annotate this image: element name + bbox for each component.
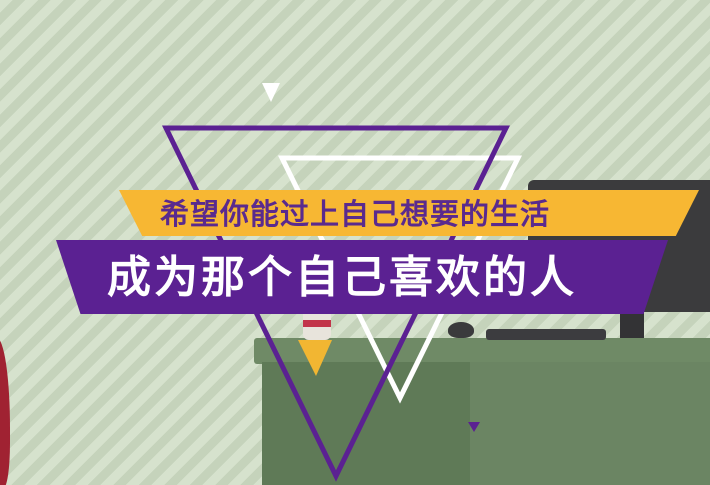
small-purple-triangle-icon <box>468 422 480 432</box>
mouse-icon <box>448 322 474 338</box>
purple-banner <box>56 240 668 314</box>
keyboard-icon <box>486 329 606 340</box>
cup-band <box>303 320 331 327</box>
character-arm-illustration <box>0 338 10 485</box>
subtitle-text: 希望你能过上自己想要的生活 <box>160 197 551 231</box>
yellow-triangle-icon <box>298 340 332 376</box>
desk-panel <box>470 362 710 485</box>
small-triangle-icon <box>262 83 280 102</box>
title-text: 成为那个自己喜欢的人 <box>107 252 577 303</box>
yellow-banner <box>119 190 699 236</box>
